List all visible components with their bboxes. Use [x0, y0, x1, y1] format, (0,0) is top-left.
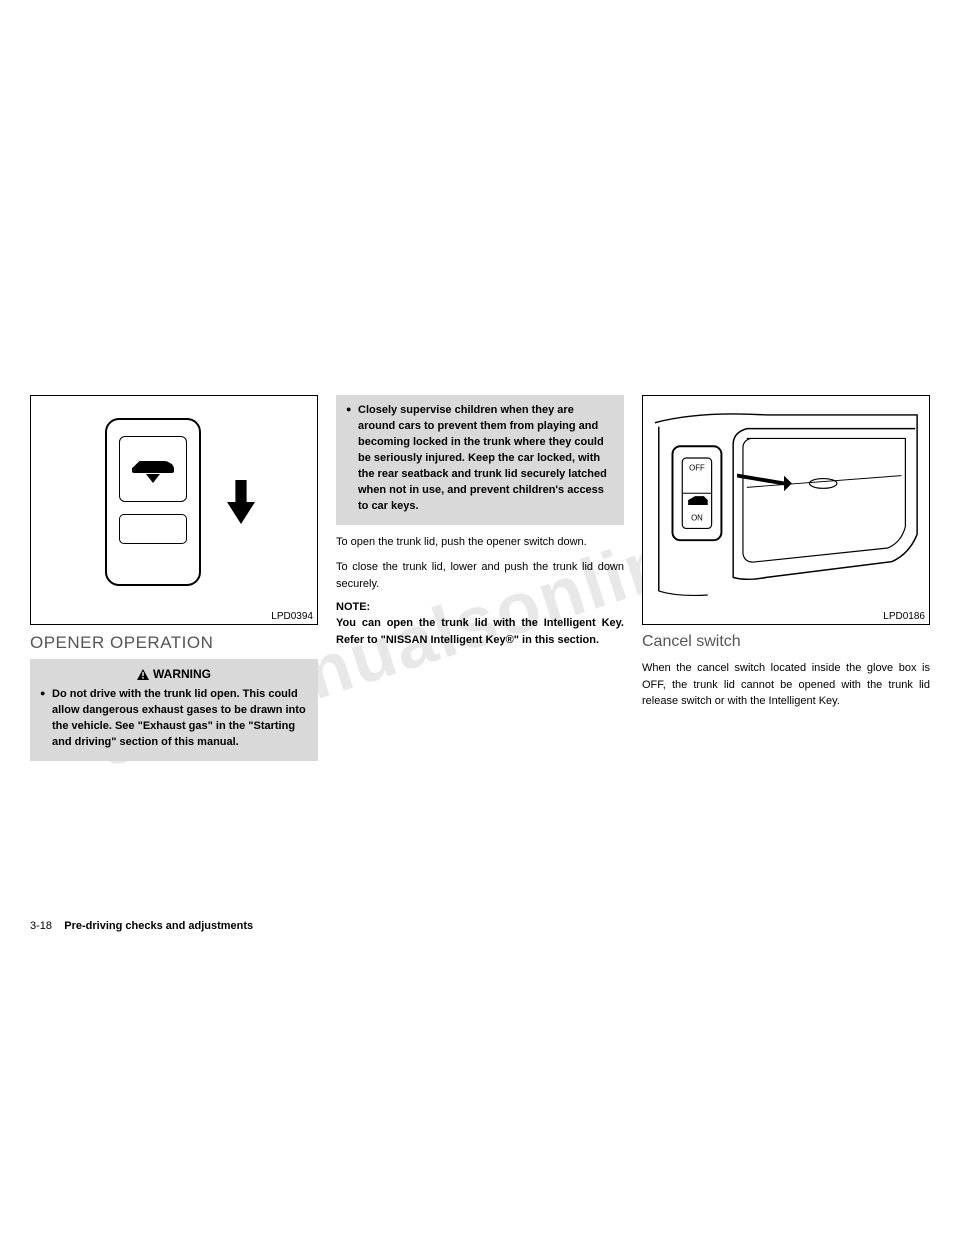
paragraph-open-trunk: To open the trunk lid, push the opener s…: [336, 534, 624, 551]
note-label: NOTE:: [336, 601, 624, 613]
label-off: OFF: [689, 464, 705, 473]
warning-item: Closely supervise children when they are…: [346, 403, 614, 515]
manual-page: carmanualsonline.info LPD0394 OPENER OPE: [0, 0, 960, 1242]
heading-opener-operation: OPENER OPERATION: [30, 633, 318, 653]
warning-box-left: WARNING Do not drive with the trunk lid …: [30, 659, 318, 761]
figure-reference-left: LPD0394: [271, 611, 313, 622]
note-text: You can open the trunk lid with the Inte…: [336, 615, 624, 648]
column-left: LPD0394 OPENER OPERATION WARNING Do not …: [30, 395, 318, 761]
down-arrow-icon: [227, 480, 255, 524]
switch-lower-blank: [119, 514, 187, 544]
section-name: Pre-driving checks and adjustments: [64, 920, 253, 932]
switch-upper-button: [119, 436, 187, 502]
warning-label: WARNING: [153, 667, 211, 681]
switch-panel-outline: [105, 418, 201, 586]
glove-box-drawing: OFF ON: [649, 402, 923, 604]
paragraph-close-trunk: To close the trunk lid, lower and push t…: [336, 559, 624, 592]
warning-box-middle: Closely supervise children when they are…: [336, 395, 624, 525]
warning-list-middle: Closely supervise children when they are…: [346, 403, 614, 515]
figure-reference-right: LPD0186: [883, 611, 925, 622]
label-on: ON: [691, 514, 703, 523]
heading-cancel-switch: Cancel switch: [642, 633, 930, 651]
warning-item: Do not drive with the trunk lid open. Th…: [40, 687, 308, 751]
page-content: LPD0394 OPENER OPERATION WARNING Do not …: [30, 395, 930, 761]
page-footer: 3-18 Pre-driving checks and adjustments: [30, 920, 253, 932]
warning-triangle-icon: [137, 669, 149, 680]
paragraph-cancel-switch: When the cancel switch located inside th…: [642, 660, 930, 710]
warning-list-left: Do not drive with the trunk lid open. Th…: [40, 687, 308, 751]
warning-header: WARNING: [40, 667, 308, 681]
column-right: OFF ON LPD0186 Cancel switch When the ca…: [642, 395, 930, 761]
trunk-open-icon: [132, 461, 174, 477]
column-middle: Closely supervise children when they are…: [336, 395, 624, 761]
figure-cancel-switch: OFF ON LPD0186: [642, 395, 930, 625]
figure-opener-switch: LPD0394: [30, 395, 318, 625]
page-number: 3-18: [30, 920, 52, 932]
